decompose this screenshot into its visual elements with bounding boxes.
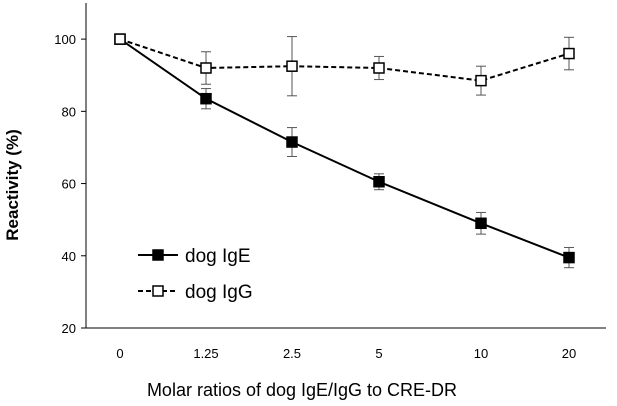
series-dog-igg bbox=[114, 33, 575, 97]
data-point-dog-igg bbox=[114, 33, 126, 45]
legend-label-dog-ige: dog IgE bbox=[185, 246, 251, 267]
x-tick-label: 5 bbox=[375, 346, 382, 361]
data-point-dog-ige bbox=[475, 217, 487, 230]
x-tick-label: 2.5 bbox=[283, 346, 301, 361]
data-point-dog-ige bbox=[200, 92, 212, 105]
legend-marker-dog-igg bbox=[152, 285, 164, 297]
x-axis: 0 1.25 2.5 5 10 20 bbox=[86, 327, 606, 361]
series-layer bbox=[114, 33, 575, 269]
data-point-dog-ige bbox=[563, 251, 575, 264]
legend: dog IgE dog IgG bbox=[138, 246, 253, 303]
series-dog-ige bbox=[114, 33, 575, 269]
data-point-dog-igg bbox=[200, 62, 212, 74]
x-tick-label: 10 bbox=[474, 346, 488, 361]
y-tick-label: 100 bbox=[54, 32, 76, 47]
x-tick-label: 20 bbox=[562, 346, 576, 361]
y-tick-label: 80 bbox=[62, 104, 76, 119]
y-axis: 20 40 60 80 100 bbox=[54, 3, 87, 336]
x-tick-label: 1.25 bbox=[193, 346, 218, 361]
y-axis-title: Reactivity (%) bbox=[3, 129, 22, 240]
data-point-dog-ige bbox=[286, 136, 298, 148]
data-point-dog-ige bbox=[373, 176, 385, 188]
y-tick-label: 60 bbox=[62, 177, 76, 192]
y-tick-label: 20 bbox=[62, 321, 76, 336]
legend-label-dog-igg: dog IgG bbox=[185, 282, 253, 303]
series-line-dog-ige bbox=[119, 38, 570, 259]
data-point-dog-igg bbox=[286, 60, 298, 72]
x-tick-label: 0 bbox=[116, 346, 123, 361]
y-tick-label: 40 bbox=[62, 249, 76, 264]
data-point-dog-igg bbox=[475, 74, 487, 87]
x-axis-title: Molar ratios of dog IgE/IgG to CRE-DR bbox=[147, 380, 457, 400]
data-point-dog-igg bbox=[373, 62, 385, 74]
series-line-dog-igg bbox=[119, 38, 570, 82]
data-point-dog-igg bbox=[563, 47, 575, 60]
legend-marker-dog-ige bbox=[152, 249, 164, 261]
